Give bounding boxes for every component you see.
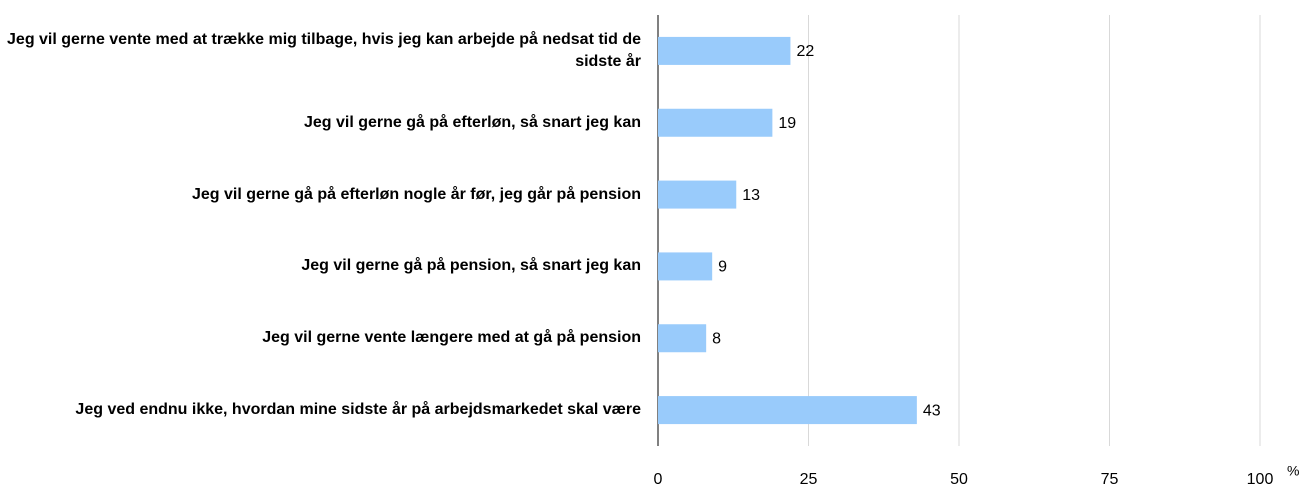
bar [658,180,737,209]
value-label: 22 [796,43,814,60]
y-tick-label: Jeg vil gerne gå på efterløn, så snart j… [303,113,641,131]
y-tick-label: Jeg vil gerne vente med at trække mig ti… [7,30,641,70]
value-label: 43 [923,402,941,419]
bar [658,252,713,281]
x-axis-label: % [1287,463,1299,479]
y-tick-label: Jeg vil gerne gå på efterløn nogle år fø… [192,185,641,203]
value-label: 13 [742,187,760,204]
y-tick-label: Jeg vil gerne gå på pension, så snart je… [301,257,641,275]
value-label: 8 [712,330,721,347]
bar [658,36,791,65]
bar [658,108,773,137]
x-tick-label: 100 [1247,471,1274,488]
y-tick-label: Jeg vil gerne vente længere med at gå på… [262,329,641,347]
y-tick-label: Jeg ved endnu ikke, hvordan mine sidste … [75,401,641,419]
x-tick-label: 50 [950,471,968,488]
bar [658,324,707,353]
value-label: 9 [718,259,727,276]
bar [658,396,917,425]
value-label: 19 [778,115,796,132]
x-tick-label: 75 [1101,471,1119,488]
x-tick-label: 0 [654,471,663,488]
x-tick-label: 25 [800,471,818,488]
